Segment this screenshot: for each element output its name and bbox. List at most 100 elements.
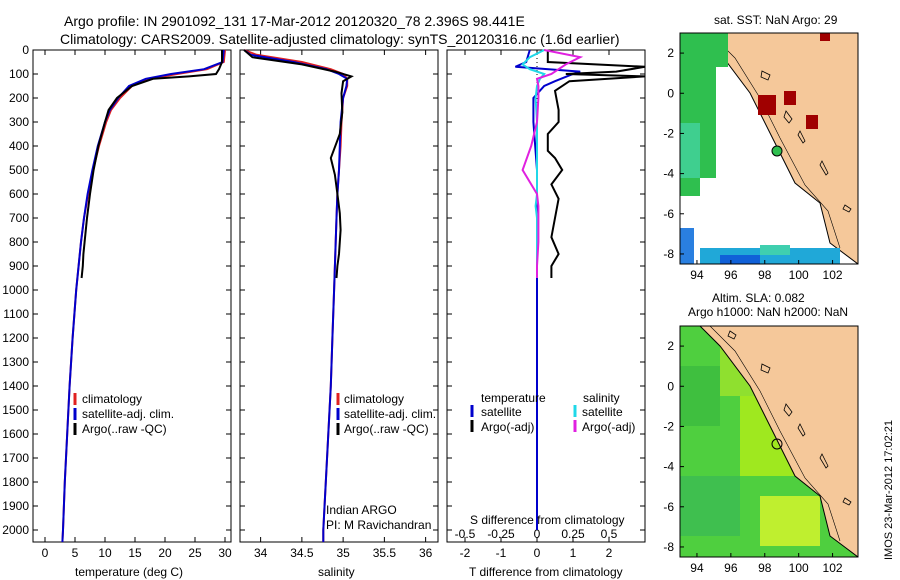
argo-float-marker	[771, 145, 783, 157]
s-tick-label: -0.5	[455, 527, 476, 541]
depth-tick-label: 2000	[2, 523, 29, 537]
depth-tick-label: 800	[9, 235, 29, 249]
series-line-satellite-adj-clim-	[61, 49, 225, 543]
depth-tick-label: 400	[9, 139, 29, 153]
annotation-line-2: PI: M Ravichandran	[326, 518, 431, 532]
series-line-climatology	[61, 49, 226, 543]
sla-map-ticks: 94 96 98 100 102 2 0 -2 -4 -6 -8	[663, 339, 843, 575]
depth-tick-label: 1300	[2, 355, 29, 369]
s-tick-label: -0.25	[487, 527, 515, 541]
legend-climatology: climatology	[82, 392, 142, 406]
lon-tick-label: 96	[724, 268, 738, 282]
temperature-panel: 0 5 10 15 20 25 30 temperature (deg C) climato…	[32, 49, 232, 579]
lat-tick-label: 2	[667, 46, 674, 60]
lat-tick-label: -4	[663, 460, 674, 474]
lon-tick-label: 94	[690, 268, 704, 282]
x-tick-label: 35	[336, 546, 350, 560]
sumatra-land	[700, 326, 858, 557]
annotation-line-1: Indian ARGO	[326, 503, 397, 517]
x-tick-label: 20	[158, 546, 172, 560]
difference-ticks: -2 -1 0 1 2 -0.5 -0.25 0 0.25 0.5	[447, 49, 645, 560]
lat-tick-label: -2	[663, 126, 674, 140]
temperature-legend: climatology satellite-adj. clim. Argo(..…	[73, 392, 174, 436]
temperature-series	[61, 49, 226, 543]
salinity-frame	[239, 49, 439, 543]
depth-tick-label: 600	[9, 187, 29, 201]
sst-map-title: sat. SST: NaN Argo: 29	[714, 13, 838, 27]
lat-tick-label: -2	[663, 419, 674, 433]
lat-tick-label: 0	[667, 86, 674, 100]
lon-tick-label: 98	[758, 268, 772, 282]
x-tick-label: 34.5	[290, 546, 314, 560]
series-line-temperature-satellite	[514, 49, 581, 530]
salinity-series	[243, 49, 354, 542]
difference-top-xlabel: S difference from climatology	[470, 513, 625, 527]
depth-tick-label: 100	[9, 67, 29, 81]
lon-tick-label: 94	[690, 561, 704, 575]
legend-temperature-title: temperature	[481, 391, 546, 405]
legend-climatology: climatology	[344, 392, 404, 406]
lat-tick-label: 0	[667, 379, 674, 393]
x-tick-label: 25	[188, 546, 202, 560]
salinity-ticks: 34 34.5 35 35.5 36	[240, 49, 438, 560]
lon-tick-label: 100	[789, 268, 809, 282]
lon-tick-label: 96	[724, 561, 738, 575]
lat-tick-label: -6	[663, 207, 674, 221]
legend-salinity-title: salinity	[583, 391, 620, 405]
series-line-climatology	[243, 49, 349, 542]
x-tick-label: 5	[72, 546, 79, 560]
lat-tick-label: -4	[663, 167, 674, 181]
series-line-salinity-satellite	[521, 49, 546, 266]
sst-patch-southwest	[680, 228, 694, 264]
sla-map-title-2: Argo h1000: NaN h2000: NaN	[688, 305, 848, 319]
x-tick-label: 35.5	[373, 546, 397, 560]
legend-s-satellite: satellite	[582, 405, 623, 419]
sla-map-canvas	[680, 326, 858, 557]
difference-xlabel: T difference from climatology	[469, 565, 623, 579]
legend-t-satellite: satellite	[481, 405, 522, 419]
depth-tick-label: 0	[22, 43, 29, 57]
difference-legend: temperature satellite Argo(-adj) salinit…	[470, 391, 635, 434]
series-line-argo-raw-qc-	[80, 50, 223, 279]
sst-map-ticks: 94 96 98 100 102 2 0 -2 -4 -6 -8	[663, 46, 843, 282]
depth-tick-label: 200	[9, 91, 29, 105]
depth-tick-label: 1100	[3, 307, 29, 321]
lon-tick-label: 98	[758, 561, 772, 575]
legend-satellite: satellite-adj. clim.	[344, 407, 436, 421]
title-line-1: Argo profile: IN 2901092_131 17-Mar-2012…	[64, 13, 525, 29]
depth-tick-label: 900	[9, 259, 29, 273]
s-tick-label: 0.5	[601, 527, 618, 541]
sla-map: Altim. SLA: 0.082 Argo h1000: NaN h2000:…	[663, 291, 859, 575]
depth-tick-label: 500	[9, 163, 29, 177]
legend-argo: Argo(..raw -QC)	[82, 422, 167, 436]
sst-map: sat. SST: NaN Argo: 29 94 96 98 100 102 2 0 -2 -…	[663, 13, 859, 282]
x-tick-label: 1	[570, 546, 577, 560]
difference-panel: -2 -1 0 1 2 -0.5 -0.25 0 0.25 0.5 S difference fr…	[446, 49, 646, 579]
series-line-salinity-argo-adj-	[521, 49, 584, 278]
legend-satellite: satellite-adj. clim.	[82, 407, 174, 421]
depth-tick-label: 1500	[2, 403, 29, 417]
x-tick-label: 30	[218, 546, 232, 560]
x-tick-label: 0	[534, 546, 541, 560]
s-tick-label: 0	[534, 527, 541, 541]
legend-s-argo: Argo(-adj)	[582, 420, 635, 434]
lon-tick-label: 102	[823, 561, 843, 575]
salinity-xlabel: salinity	[318, 565, 355, 579]
lon-tick-label: 102	[823, 268, 843, 282]
salinity-legend: climatology satellite-adj. clim. Argo(..…	[336, 392, 436, 436]
depth-tick-label: 1400	[2, 379, 29, 393]
sst-map-canvas	[680, 33, 858, 264]
lat-tick-label: -6	[663, 500, 674, 514]
series-line-satellite-adj-clim-	[243, 49, 349, 542]
x-tick-label: -1	[496, 546, 507, 560]
depth-tick-label: 1000	[2, 283, 29, 297]
s-tick-label: 0.25	[561, 527, 585, 541]
depth-tick-label: 1200	[2, 331, 29, 345]
x-tick-label: 10	[98, 546, 112, 560]
x-tick-label: 2	[606, 546, 613, 560]
temperature-frame	[32, 49, 232, 543]
depth-tick-label: 1600	[2, 427, 29, 441]
difference-frame	[446, 49, 646, 543]
legend-t-argo: Argo(-adj)	[481, 420, 534, 434]
